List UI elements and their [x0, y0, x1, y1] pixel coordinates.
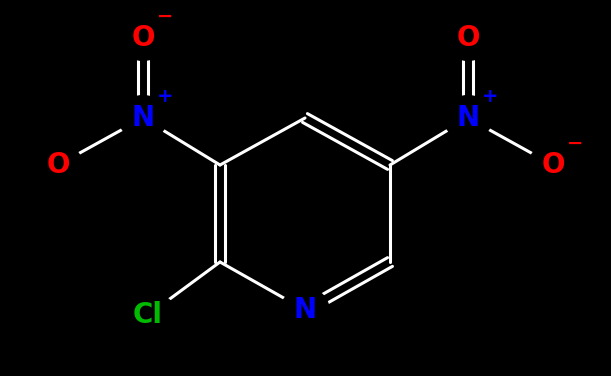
Ellipse shape [529, 143, 577, 187]
Text: +: + [481, 87, 498, 106]
Text: N: N [293, 296, 316, 324]
Text: O: O [131, 24, 155, 52]
Text: N: N [131, 104, 155, 132]
Ellipse shape [119, 15, 167, 61]
Ellipse shape [444, 96, 492, 140]
Text: −: − [566, 134, 583, 153]
Text: O: O [46, 151, 70, 179]
Text: N: N [456, 104, 480, 132]
Ellipse shape [119, 96, 167, 140]
Text: O: O [541, 151, 565, 179]
Text: −: − [156, 7, 173, 26]
Text: Cl: Cl [133, 301, 163, 329]
Text: O: O [456, 24, 480, 52]
Text: +: + [156, 87, 173, 106]
Ellipse shape [444, 15, 492, 61]
Ellipse shape [34, 143, 82, 187]
Ellipse shape [281, 288, 329, 332]
Ellipse shape [119, 293, 177, 337]
